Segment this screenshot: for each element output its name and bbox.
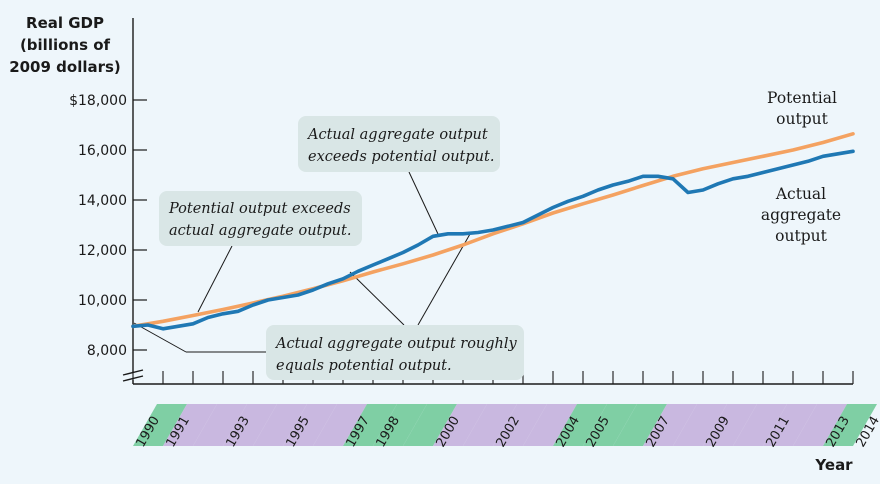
actual-output-line bbox=[131, 149, 855, 331]
year-band-segment bbox=[163, 404, 217, 446]
annotation-1-line-2: exceeds potential output. bbox=[308, 149, 494, 165]
year-band-segment bbox=[313, 404, 367, 446]
leader-roughly-1 bbox=[349, 271, 405, 326]
y-tick-label: 8,000 bbox=[87, 343, 127, 359]
y-axis-title-line-2: (billions of bbox=[20, 36, 111, 54]
actual-label-line-1: Actual bbox=[775, 185, 826, 203]
leader-potential-exceeds bbox=[197, 245, 233, 313]
year-band-segment bbox=[583, 404, 637, 446]
annotation-1-line-1: Actual aggregate output bbox=[306, 127, 488, 143]
y-tick-label: 16,000 bbox=[78, 143, 127, 159]
annotation-3-line-1: Actual aggregate output roughly bbox=[274, 336, 518, 352]
year-band-segment bbox=[433, 404, 487, 446]
leader-exceeds-1 bbox=[408, 171, 439, 235]
year-band-segment bbox=[223, 404, 277, 446]
potential-label-line-2: output bbox=[776, 110, 828, 128]
leader-roughly-2 bbox=[417, 233, 471, 326]
year-band-segment bbox=[703, 404, 757, 446]
annotation-box-roughly-equals bbox=[266, 325, 524, 380]
year-band-segment bbox=[763, 404, 817, 446]
year-band-segment bbox=[493, 404, 547, 446]
potential-label-line-1: Potential bbox=[767, 89, 837, 107]
year-band-segment bbox=[823, 404, 877, 446]
year-band-segment bbox=[553, 404, 607, 446]
year-band: 1990 1991 1993 1995 1997 1998 2000 2002 2004 2005… bbox=[133, 404, 880, 450]
y-axis-title-line-3: 2009 dollars) bbox=[9, 58, 121, 76]
potential-output-line bbox=[131, 132, 855, 329]
y-tick-label: 14,000 bbox=[78, 193, 127, 209]
y-tick-label: $18,000 bbox=[69, 93, 127, 109]
annotation-leaders bbox=[133, 171, 471, 353]
year-band-segment bbox=[463, 404, 517, 446]
year-band-segment bbox=[673, 404, 727, 446]
year-band-segment bbox=[403, 404, 457, 446]
series-lines bbox=[131, 132, 855, 331]
annotation-3-line-2: equals potential output. bbox=[276, 358, 452, 374]
year-band-segment bbox=[523, 404, 577, 446]
actual-label-line-3: output bbox=[775, 227, 827, 245]
y-tick-label: 12,000 bbox=[78, 243, 127, 259]
year-band-segment bbox=[373, 404, 427, 446]
year-band-segment bbox=[733, 404, 787, 446]
y-axis-title-line-1: Real GDP bbox=[26, 14, 104, 32]
annotation-box-exceeds-potential bbox=[298, 116, 500, 172]
leader-roughly-3a bbox=[133, 322, 187, 353]
year-band-segment bbox=[793, 404, 847, 446]
x-axis-title: Year bbox=[814, 456, 853, 474]
year-band-segment bbox=[193, 404, 247, 446]
year-band-segment bbox=[643, 404, 697, 446]
annotation-box-potential-exceeds bbox=[159, 191, 362, 246]
year-band-segment bbox=[253, 404, 307, 446]
year-band-segment bbox=[133, 404, 187, 446]
annotation-2-line-1: Potential output exceeds bbox=[168, 201, 351, 217]
y-tick-label: 10,000 bbox=[78, 293, 127, 309]
y-ticks: 8,000 10,000 12,000 14,000 16,000 $18,000 bbox=[69, 93, 147, 359]
annotation-2-line-2: actual aggregate output. bbox=[169, 223, 351, 239]
year-band-segment bbox=[283, 404, 337, 446]
actual-label-line-2: aggregate bbox=[761, 206, 841, 224]
year-band-segment bbox=[613, 404, 667, 446]
year-band-segment bbox=[343, 404, 397, 446]
